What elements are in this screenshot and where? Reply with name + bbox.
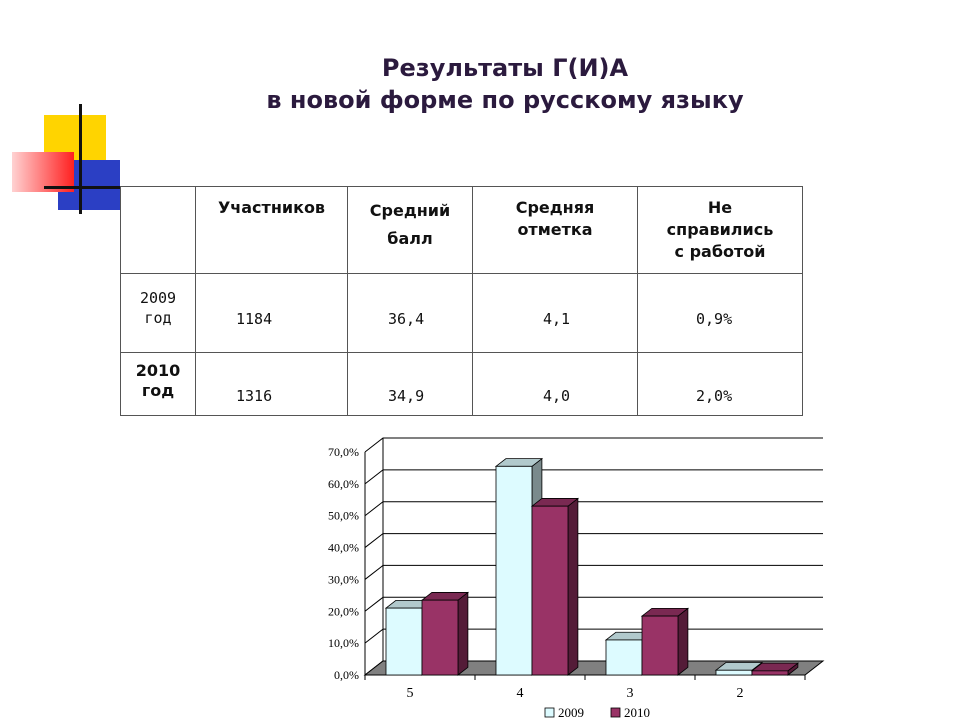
cell-average-score: 34,9 (347, 352, 473, 416)
header-failed: Не справились с работой (637, 186, 803, 274)
x-tick-label: 2 (737, 686, 744, 701)
bar (495, 465, 533, 676)
cell-value: 4,1 (543, 310, 571, 328)
bar (421, 599, 459, 676)
table-header-row: Участников Средний балл Средняя отметка … (120, 186, 803, 274)
cell-value: 2,0% (696, 387, 733, 405)
y-tick-label: 30,0% (328, 572, 359, 586)
cell-value: 0,9% (696, 310, 733, 328)
y-tick-label: 10,0% (328, 636, 359, 650)
year-number: 2009 (139, 289, 177, 307)
header-line: Не (707, 198, 733, 217)
y-tick-label: 60,0% (328, 477, 359, 491)
decor-red-square (12, 152, 74, 192)
results-table: Участников Средний балл Средняя отметка … (120, 186, 803, 416)
title-line-2: в новой форме по русскому языку (266, 86, 744, 114)
cell-value: 4,0 (543, 387, 571, 405)
y-tick-label: 20,0% (328, 604, 359, 618)
y-tick-label: 0,0% (334, 668, 359, 682)
year-cell: 2010 год (120, 352, 196, 416)
gridline (364, 564, 823, 580)
year-label: 2009 год (121, 288, 195, 328)
legend-swatch (610, 707, 621, 718)
gridline (364, 437, 823, 453)
header-line: балл (387, 229, 433, 248)
bar (641, 615, 679, 676)
bar (751, 670, 789, 676)
header-line: справились (666, 220, 774, 239)
gridline (364, 469, 823, 485)
x-tick-label: 4 (517, 686, 524, 701)
gridline (364, 501, 823, 517)
table-row: 2009 год 1184 36,4 4,1 0,9% (120, 273, 803, 353)
table-corner-cell (120, 186, 196, 274)
header-line: Участников (217, 198, 326, 217)
year-word: год (144, 309, 172, 327)
header-line: с работой (674, 242, 766, 261)
bar-side (677, 607, 689, 676)
year-label: 2010 год (121, 361, 195, 401)
header-participants: Участников (195, 186, 348, 274)
bar (715, 669, 753, 676)
cell-value: 36,4 (388, 310, 425, 328)
year-number: 2010 (135, 361, 181, 380)
bar (531, 505, 569, 676)
y-tick-label: 40,0% (328, 541, 359, 555)
bar-side (457, 591, 469, 676)
header-average-grade: Средняя отметка (472, 186, 638, 274)
cell-average-grade: 4,0 (472, 352, 638, 416)
cell-average-grade: 4,1 (472, 273, 638, 353)
header-line: Средняя (515, 198, 595, 217)
cell-failed: 2,0% (637, 352, 803, 416)
cell-failed: 0,9% (637, 273, 803, 353)
bar (385, 607, 423, 676)
cell-average-score: 36,4 (347, 273, 473, 353)
cell-participants: 1184 (195, 273, 348, 353)
y-tick-label: 50,0% (328, 509, 359, 523)
header-line: отметка (517, 220, 593, 239)
x-tick-label: 3 (627, 686, 634, 701)
gridline (364, 533, 823, 548)
year-cell: 2009 год (120, 273, 196, 353)
title-line-1: Результаты Г(И)А (381, 54, 629, 82)
legend-swatch (544, 707, 555, 718)
header-line: Средний (369, 201, 451, 220)
decor-horizontal-line (44, 186, 120, 189)
cell-value: 1316 (236, 387, 273, 405)
cell-value: 34,9 (388, 387, 425, 405)
legend-label: 2009 (558, 705, 584, 720)
page-title: Результаты Г(И)А в новой форме по русско… (230, 52, 780, 116)
results-bar-chart: 0,0% 10,0% 20,0% 30,0% 40,0% 50,0% 60,0% 70,0% 5… (328, 437, 825, 720)
bar (605, 639, 643, 676)
header-average-score: Средний балл (347, 186, 473, 274)
y-tick-label: 70,0% (328, 445, 359, 459)
cell-value: 1184 (236, 310, 273, 328)
legend-label: 2010 (624, 705, 650, 720)
cell-participants: 1316 (195, 352, 348, 416)
table-row: 2010 год 1316 34,9 4,0 2,0% (120, 352, 803, 416)
bar-side (567, 497, 579, 676)
x-tick-label: 5 (407, 686, 414, 701)
year-word: год (141, 381, 175, 400)
decor-vertical-line (79, 104, 82, 214)
